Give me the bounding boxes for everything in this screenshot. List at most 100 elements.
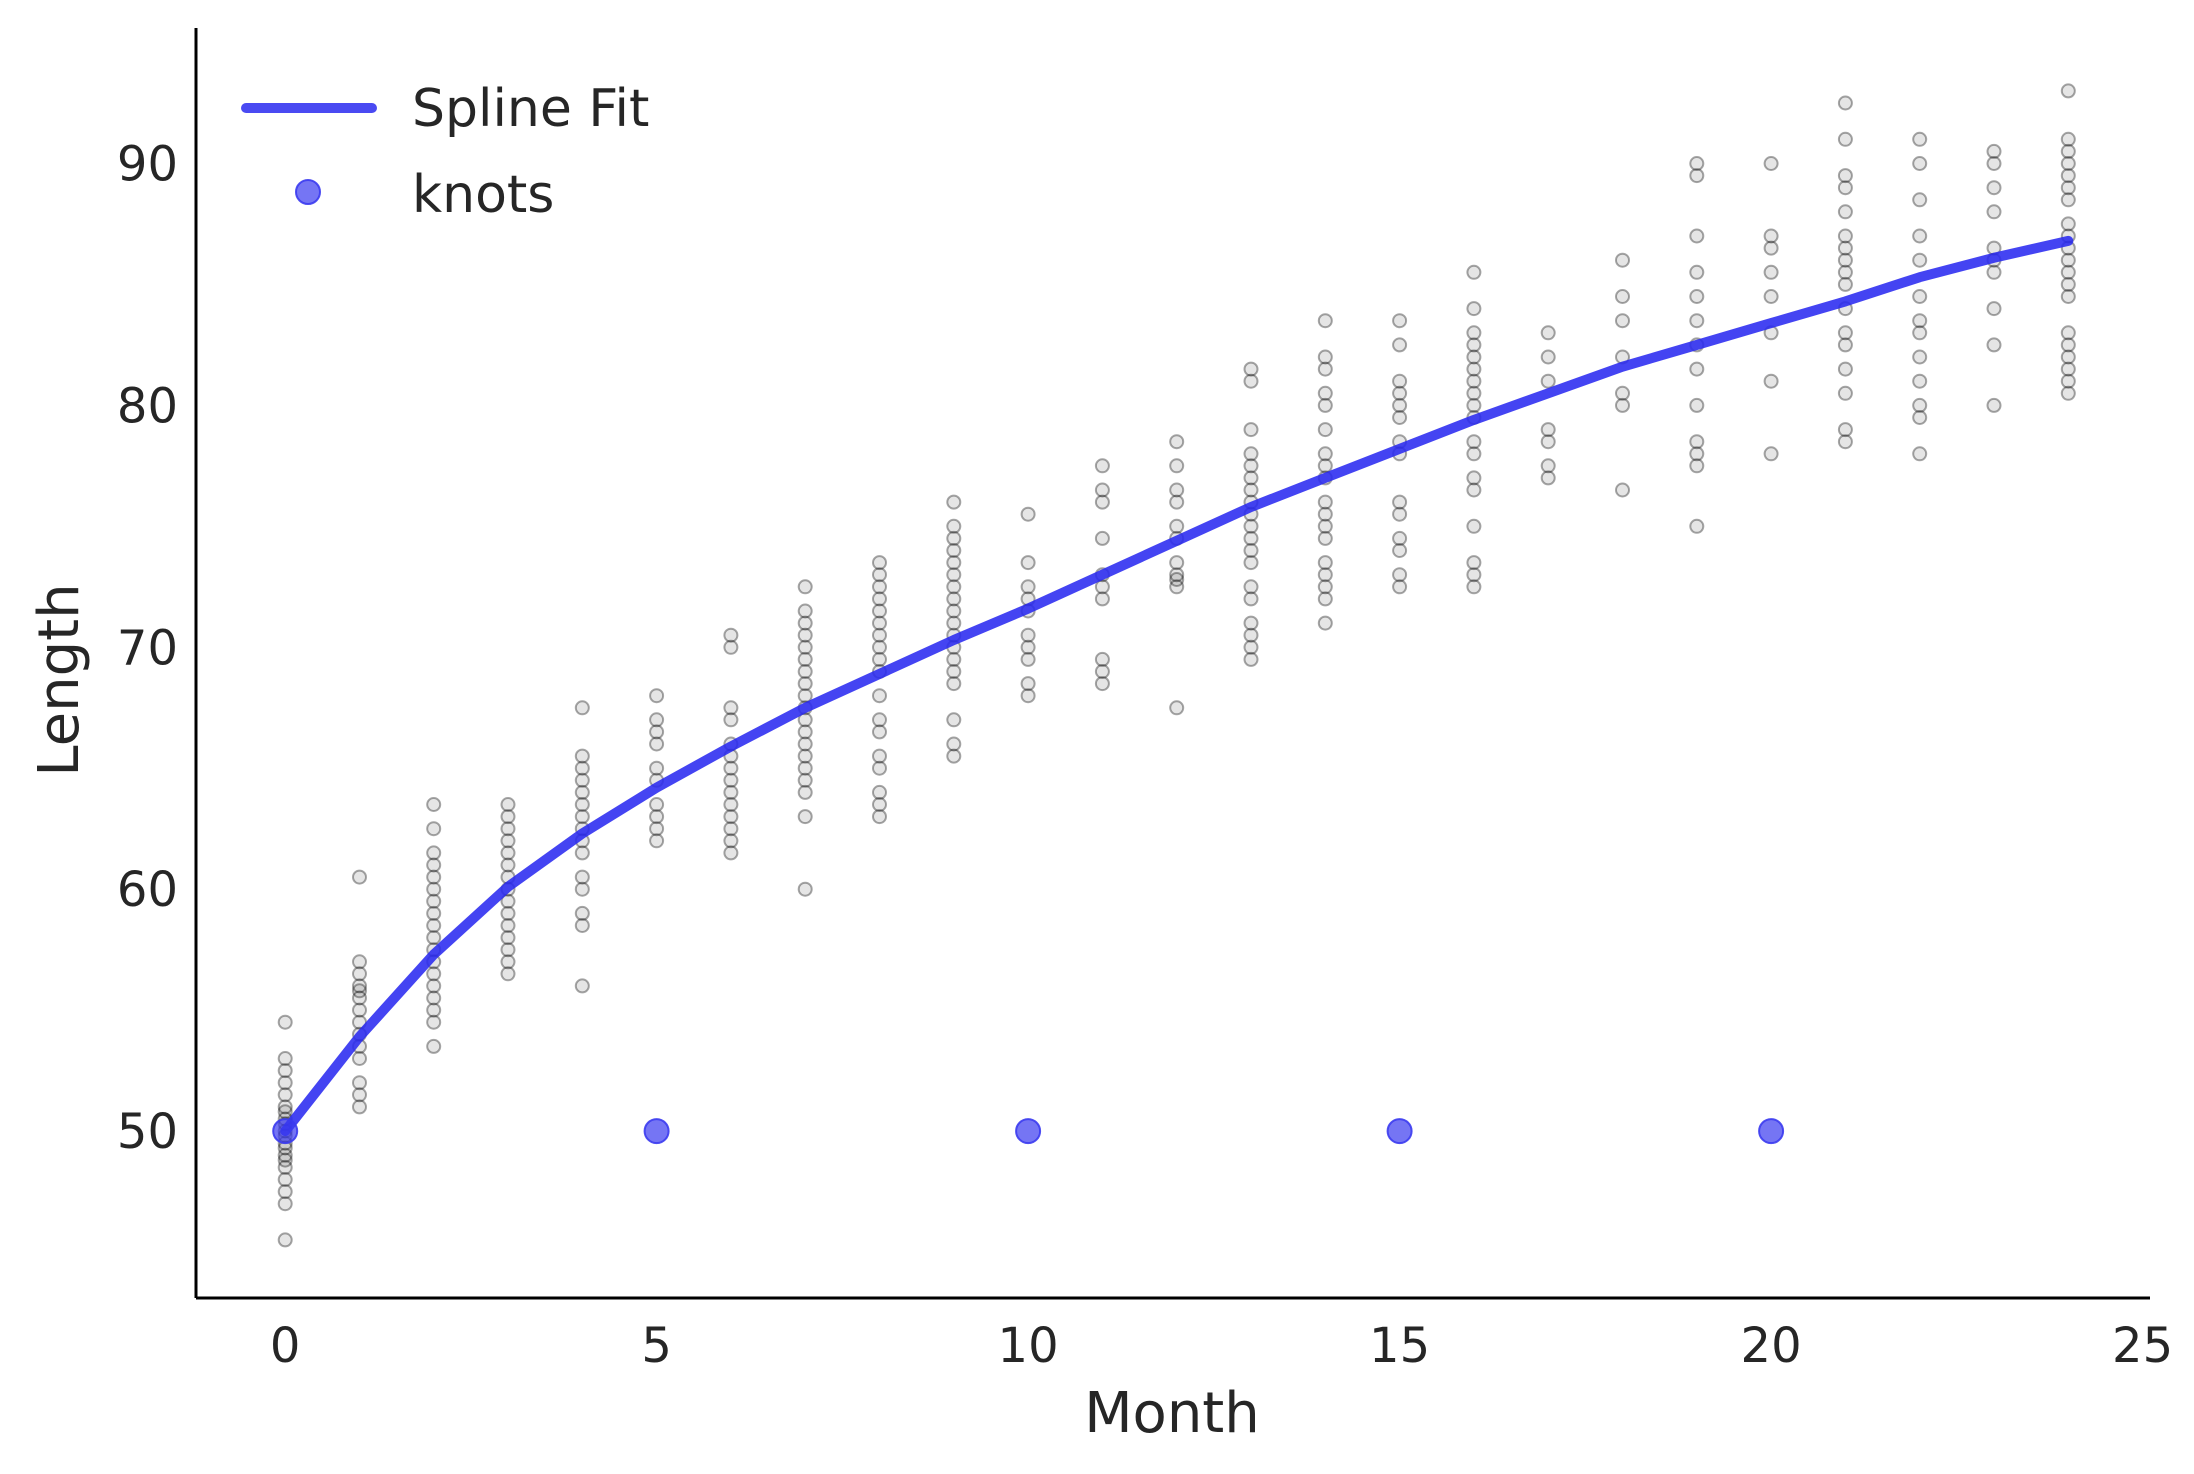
data-point — [1466, 567, 1482, 583]
data-point — [574, 809, 590, 825]
data-point — [277, 1014, 293, 1030]
data-point — [797, 748, 813, 764]
data-point — [1837, 131, 1853, 147]
legend-label-knots: knots — [412, 165, 554, 225]
data-point — [277, 1063, 293, 1079]
data-point — [723, 784, 739, 800]
data-point — [574, 772, 590, 788]
data-point — [872, 591, 887, 607]
data-point — [500, 833, 516, 849]
data-point — [1615, 482, 1630, 498]
data-point — [1020, 651, 1036, 667]
data-point — [1689, 397, 1705, 413]
data-point — [352, 978, 367, 994]
data-point — [426, 893, 442, 909]
data-point — [1392, 567, 1408, 583]
data-point — [1689, 228, 1705, 244]
data-point — [1094, 530, 1110, 546]
data-point — [1837, 276, 1853, 292]
data-point — [1392, 337, 1408, 353]
data-point — [1317, 530, 1333, 546]
knot-marker — [1386, 1118, 1413, 1145]
data-point — [1169, 700, 1185, 716]
data-point — [872, 748, 887, 764]
data-point — [2060, 156, 2076, 171]
data-point — [723, 700, 739, 716]
data-point — [1317, 494, 1333, 510]
data-point — [946, 567, 962, 583]
data-point — [1466, 397, 1482, 413]
data-point — [1243, 482, 1259, 498]
data-point — [1020, 579, 1036, 595]
y-tick-label: 60 — [117, 862, 178, 918]
data-point — [1466, 470, 1482, 486]
data-point — [1020, 627, 1036, 643]
data-point — [1763, 264, 1779, 280]
data-point — [1540, 458, 1556, 474]
data-point — [426, 821, 442, 837]
data-point — [1466, 555, 1482, 571]
data-point — [1837, 252, 1853, 268]
data-point — [1243, 361, 1259, 377]
data-point — [1689, 264, 1705, 280]
data-point — [2060, 264, 2076, 280]
data-point — [1615, 252, 1630, 268]
data-point — [872, 688, 887, 704]
tick-labels: 0 5 10 15 20 25 50 60 70 80 90 — [117, 137, 2173, 1375]
data-point — [426, 845, 442, 861]
data-point — [277, 1087, 293, 1103]
data-point — [649, 797, 665, 812]
data-point — [1763, 228, 1779, 244]
data-point — [649, 821, 665, 837]
data-point — [426, 1038, 442, 1054]
data-point — [2060, 83, 2076, 99]
data-point — [723, 760, 739, 776]
x-tick-label: 5 — [641, 1318, 672, 1374]
data-point — [1392, 506, 1408, 522]
data-point — [872, 567, 887, 583]
y-tick-label: 50 — [117, 1104, 178, 1160]
data-point — [352, 983, 367, 999]
data-point — [1615, 313, 1630, 329]
data-point — [277, 1099, 293, 1115]
data-point — [1169, 458, 1185, 474]
data-point — [797, 772, 813, 788]
data-point — [1466, 349, 1482, 365]
data-point — [1615, 385, 1630, 401]
data-point — [352, 966, 367, 982]
data-point — [946, 736, 962, 752]
data-point — [872, 797, 887, 812]
data-point — [1317, 615, 1333, 631]
data-point — [1837, 264, 1853, 280]
data-point — [797, 784, 813, 800]
data-point — [1317, 385, 1333, 401]
data-point — [723, 845, 739, 861]
data-point — [1912, 252, 1928, 268]
data-point — [1912, 192, 1928, 208]
data-point — [1763, 373, 1779, 389]
data-point — [1392, 373, 1408, 389]
data-point — [723, 821, 739, 837]
data-point — [1615, 289, 1630, 304]
axes — [194, 28, 2150, 1300]
data-point — [2060, 373, 2076, 389]
data-point — [574, 845, 590, 861]
data-point — [1243, 458, 1259, 474]
y-tick-label: 70 — [117, 620, 178, 676]
x-tick-label: 25 — [2112, 1318, 2173, 1374]
data-point — [946, 555, 962, 571]
data-point — [1243, 446, 1259, 462]
data-point — [2060, 325, 2076, 341]
data-point — [352, 1002, 367, 1018]
data-point — [2060, 349, 2076, 365]
data-point — [1317, 555, 1333, 571]
data-point — [946, 494, 962, 510]
data-point — [1243, 651, 1259, 667]
data-point — [1317, 446, 1333, 462]
data-point — [1094, 482, 1110, 498]
data-point — [1243, 518, 1259, 534]
data-point — [277, 1196, 293, 1212]
data-point — [1243, 543, 1259, 558]
data-point — [946, 579, 962, 595]
data-point — [426, 966, 442, 982]
